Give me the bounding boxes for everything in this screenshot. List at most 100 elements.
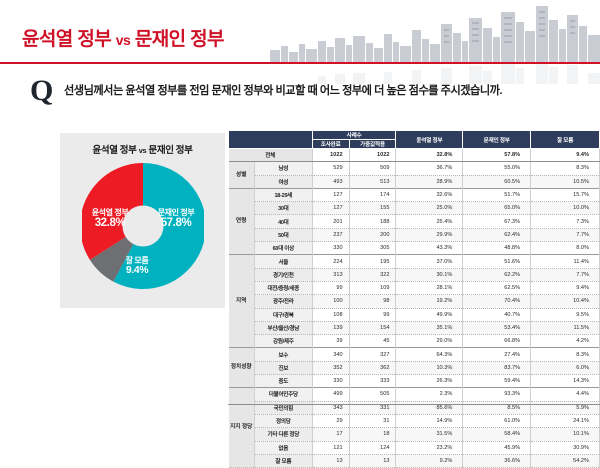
cell-completed: 139 [312,321,350,336]
group-label-political-orientation: 정치성향 [228,347,255,389]
cell-weighted: 513 [349,175,397,189]
cell-yoon: 14.9% [395,414,464,429]
table-row: 지지 정당 더불어민주당 499 505 2.3% 93.3% 4.4% [228,387,600,468]
cell-weighted: 98 [349,294,397,309]
cell-moon: 83.7% [462,361,532,376]
cell-yoon: 29.9% [395,228,464,243]
cell-dontknow: 11.5% [530,321,600,336]
row-label: 잘 모름 [254,454,313,468]
question-text: 선생님께서는 윤석열 정부를 전임 문재인 정부와 비교할 때 어느 정부에 더… [64,85,503,97]
table-row: 진보 352 362 10.3% 83.7% 6.0% [229,361,600,376]
table-row: 없음 121 124 23.2% 45.9% 30.9% [229,441,600,455]
cell-dontknow: 6.0% [530,361,600,376]
cell-dontknow: 10.4% [530,294,600,309]
cell-weighted: 195 [349,254,397,269]
cell-yoon: 31.5% [395,427,464,442]
cell-completed: 313 [312,268,350,282]
cell-weighted: 124 [349,441,397,455]
cell-completed: 127 [312,201,350,216]
crosstab-table: 사례수 윤석열 정부 문재인 정부 잘 모름 조사완료 가중값적용 전체 102… [228,130,600,468]
table-row: 30대 127 155 25.0% 65.0% 10.0% [229,201,600,216]
slice-label-yoon: 윤석열 정부 32.8% [82,208,138,229]
cell-dontknow: 11.4% [530,254,600,269]
group-label-age: 연령 [228,187,255,256]
cell-yoon: 23.2% [395,441,464,455]
cell-completed: 330 [312,241,350,256]
slice-label-moon-value: 57.8% [160,217,192,230]
table-row: 성별 남성 529 509 36.7% 55.0% 8.3% [228,161,600,189]
cell-dontknow: 7.3% [530,214,600,229]
cell-moon: 40.7% [462,308,532,322]
cell-yoon: 37.0% [395,254,464,269]
cell-moon: 59.4% [462,374,532,389]
cell-weighted: 31 [349,414,397,429]
cell-weighted: 99 [349,308,397,322]
cell-moon: 36.6% [462,454,532,468]
cell-yoon: 28.9% [395,175,464,189]
cell-yoon: 25.0% [395,201,464,216]
group-label-region: 지역 [228,254,255,349]
row-label: 없음 [254,441,313,455]
cell-yoon: 2.3% [395,387,464,402]
cell-moon: 27.4% [462,347,532,362]
cell-weighted: 109 [349,281,397,296]
cell-weighted: 505 [349,387,397,402]
table-row-total: 전체 1022 1022 32.8% 57.8% 9.4% [228,147,600,163]
cell-yoon: 32.8% [395,147,464,163]
cell-completed: 330 [312,374,350,389]
cell-dontknow: 8.3% [530,347,600,362]
cell-yoon: 10.3% [395,361,464,376]
cell-moon: 51.6% [462,254,532,269]
cell-weighted: 200 [349,228,397,243]
cell-completed: 529 [312,161,350,176]
cell-completed: 29 [312,414,350,429]
row-label: 정의당 [254,414,313,429]
table-body: 전체 1022 1022 32.8% 57.8% 9.4% 성별 남성 529 … [228,147,600,468]
cell-yoon: 64.3% [395,347,464,362]
table-row: 연령 18-29세 127 174 32.6% 51.7% 15.7% [228,187,600,256]
cell-moon: 45.9% [462,441,532,455]
table-row: 기타 다른 정당 17 18 31.5% 58.4% 10.1% [229,427,600,442]
cell-moon: 48.8% [462,241,532,256]
cell-completed: 493 [312,175,350,189]
cell-dontknow: 24.1% [530,414,600,429]
row-label: 대전/충청/세종 [254,281,313,296]
cell-moon: 60.5% [462,175,532,189]
row-label: 부산/울산/경남 [254,321,313,336]
cell-yoon: 25.4% [395,214,464,229]
slice-label-dontknow: 잘 모름 9.4% [114,256,160,276]
cell-weighted: 1022 [349,147,397,163]
cell-dontknow: 10.5% [530,175,600,189]
cell-moon: 62.5% [462,281,532,296]
cell-completed: 201 [312,214,350,229]
slice-label-moon-name: 문재인 정부 [157,208,195,217]
header-col-dontknow: 잘 모름 [530,130,600,149]
cell-moon: 66.8% [462,334,532,349]
row-label: 30대 [254,201,313,216]
cell-completed: 121 [312,441,350,455]
row-label: 기타 다른 정당 [254,427,313,442]
cell-completed: 13 [312,454,350,468]
cell-yoon: 36.7% [395,161,464,176]
cell-completed: 100 [312,294,350,309]
page-title-main: 윤석열 정부 [22,29,112,50]
header-cases: 사례수 [311,130,397,140]
cell-weighted: 13 [349,454,397,468]
page-title: 윤석열 정부 vs 문재인 정부 [22,24,225,51]
cell-moon: 70.4% [462,294,532,309]
cell-weighted: 362 [349,361,397,376]
table-row: 정의당 29 31 14.9% 61.0% 24.1% [229,414,600,429]
cell-yoon: 30.1% [395,268,464,282]
cell-weighted: 322 [349,268,397,282]
cell-dontknow: 10.1% [530,427,600,442]
cell-weighted: 154 [349,321,397,336]
cell-dontknow: 7.7% [530,268,600,282]
skyline-decoration [270,0,600,62]
cell-moon: 67.3% [462,214,532,229]
chart-title-main: 윤석열 정부 [92,145,137,156]
cell-dontknow: 9.4% [530,281,600,296]
row-label-total: 전체 [228,147,313,163]
header-cases-weighted: 가중값적용 [348,139,397,149]
table-row: 여성 493 513 28.9% 60.5% 10.5% [229,175,600,189]
cell-yoon: 35.1% [395,321,464,336]
